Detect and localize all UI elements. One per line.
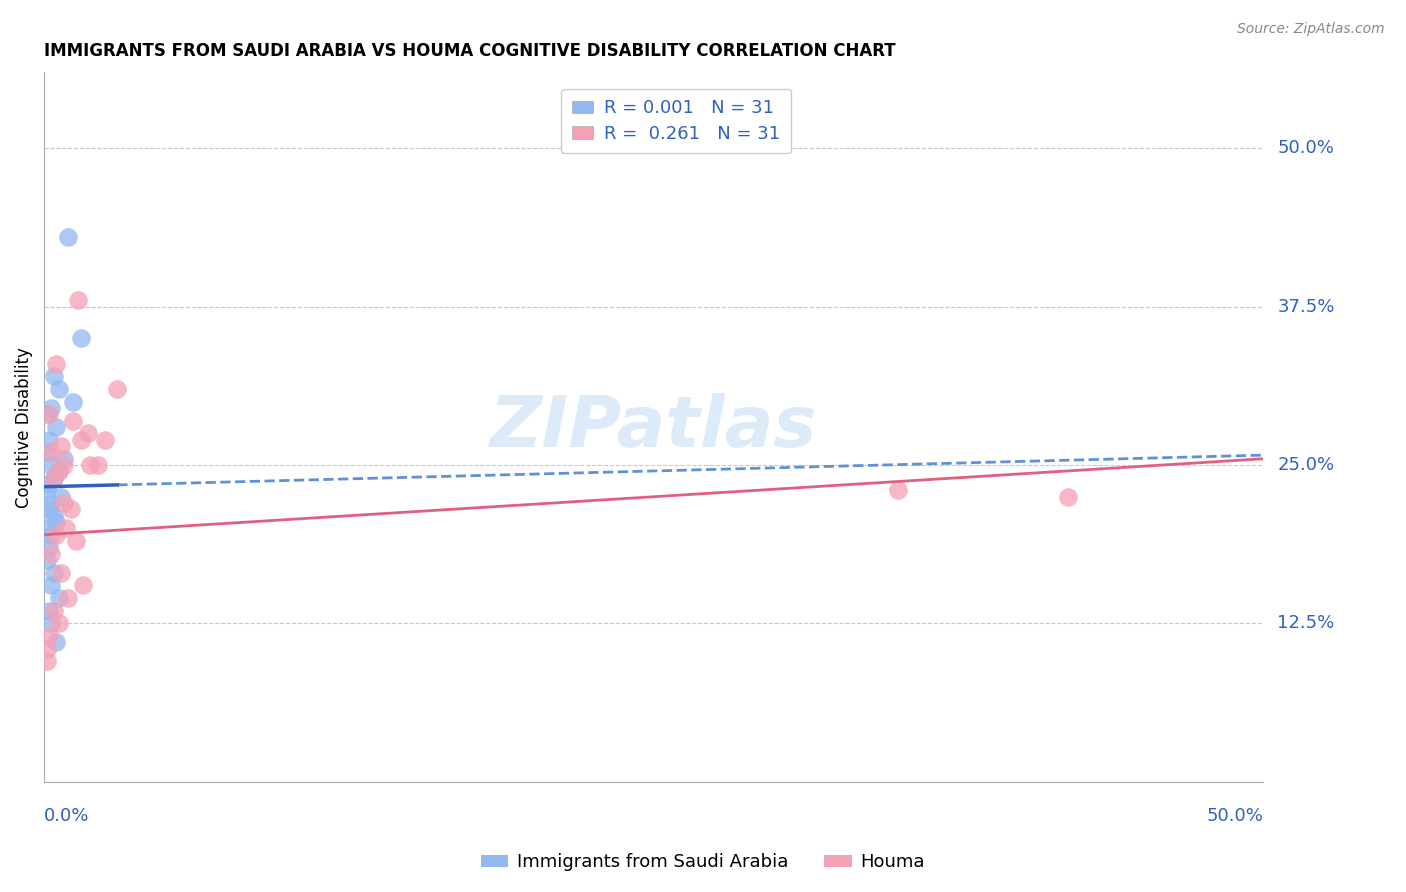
Point [35,553,58,567]
Point [42,369,65,384]
Point [62,394,84,409]
Point [41,458,63,472]
Text: 0.0%: 0.0% [44,806,90,825]
Point [41,527,63,541]
Point [1057,490,1080,504]
Point [45,420,67,434]
Point [51,439,73,453]
Point [35,521,58,535]
Legend: Immigrants from Saudi Arabia, Houma: Immigrants from Saudi Arabia, Houma [474,847,932,879]
Point [79,458,101,472]
Point [41,616,63,631]
Point [41,445,63,459]
Point [58,591,80,605]
Point [45,515,67,529]
Point [105,382,128,396]
Point [42,471,65,485]
Point [35,641,58,656]
Point [35,445,58,459]
Legend: R = 0.001   N = 31, R =  0.261   N = 31: R = 0.001 N = 31, R = 0.261 N = 31 [561,88,792,153]
Point [59,502,82,516]
Point [45,357,67,371]
Point [51,566,73,580]
Point [58,230,80,244]
Point [69,331,91,345]
Text: 25.0%: 25.0% [1278,456,1334,474]
Point [38,541,60,555]
Point [41,547,63,561]
Point [77,426,100,441]
Point [35,483,58,498]
Text: Source: ZipAtlas.com: Source: ZipAtlas.com [1237,22,1385,37]
Text: 37.5%: 37.5% [1278,298,1334,316]
Point [886,483,908,498]
Point [38,604,60,618]
Point [94,433,117,447]
Point [38,502,60,516]
Point [65,534,87,549]
Text: 12.5%: 12.5% [1278,615,1334,632]
Point [48,464,70,478]
Point [87,458,110,472]
Point [69,433,91,447]
Point [51,490,73,504]
Point [52,496,75,510]
Point [52,458,75,472]
Point [41,496,63,510]
Point [55,521,77,535]
Point [45,635,67,649]
Point [48,382,70,396]
Point [35,408,58,422]
Text: 50.0%: 50.0% [1278,139,1334,157]
Point [72,578,94,592]
Point [48,591,70,605]
Point [48,464,70,478]
Point [42,508,65,523]
Text: 50.0%: 50.0% [1206,806,1264,825]
Point [38,477,60,491]
Point [42,471,65,485]
Point [45,527,67,541]
Point [41,401,63,415]
Point [42,604,65,618]
Point [41,578,63,592]
Point [38,408,60,422]
Point [38,433,60,447]
Y-axis label: Cognitive Disability: Cognitive Disability [15,347,32,508]
Text: ZIPatlas: ZIPatlas [491,392,817,461]
Point [38,629,60,643]
Point [62,414,84,428]
Point [35,654,58,668]
Text: IMMIGRANTS FROM SAUDI ARABIA VS HOUMA COGNITIVE DISABILITY CORRELATION CHART: IMMIGRANTS FROM SAUDI ARABIA VS HOUMA CO… [44,42,896,60]
Point [48,616,70,631]
Point [67,293,90,308]
Point [42,566,65,580]
Point [52,451,75,466]
